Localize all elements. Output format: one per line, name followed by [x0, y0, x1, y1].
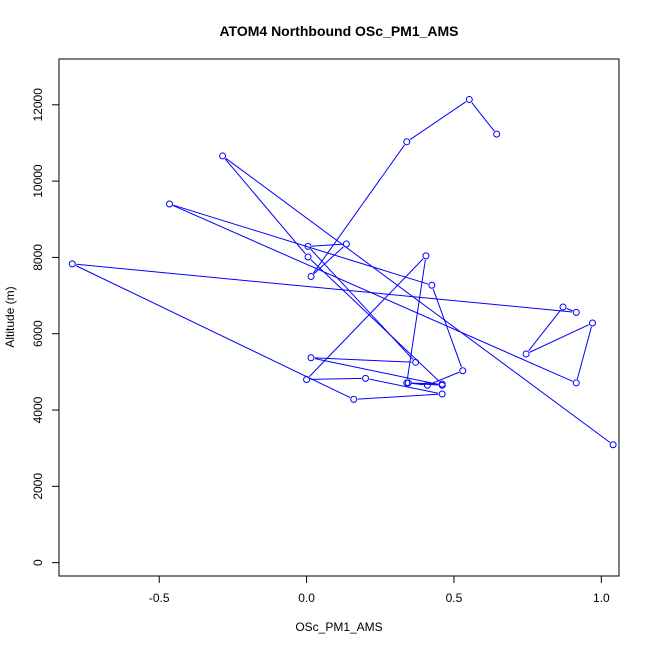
series-line-segment: [172, 205, 573, 382]
y-axis-label: Altitude (m): [3, 286, 17, 347]
x-tick-label: 1.0: [593, 591, 610, 605]
data-point: [412, 358, 420, 366]
series-line-segment: [406, 259, 426, 380]
series-line-segment: [369, 378, 439, 394]
data-point: [588, 319, 596, 327]
series-line-segment: [224, 158, 306, 255]
plot-frame: [58, 58, 620, 577]
series-line-segment: [430, 371, 460, 385]
data-point: [307, 354, 315, 362]
data-point: [572, 308, 580, 316]
data-point: [403, 138, 411, 146]
data-point: [219, 152, 227, 160]
series-line-segment: [314, 358, 439, 385]
series-line-segment: [409, 101, 467, 140]
data-point: [422, 252, 430, 260]
y-axis: 0 2000 4000 6000 8000 10000 12000: [31, 88, 59, 566]
series-line-segment: [576, 326, 592, 380]
data-point: [307, 272, 315, 280]
data-point: [438, 390, 446, 398]
x-axis: -0.5 0.0 0.5 1.0: [149, 576, 610, 605]
data-point: [459, 367, 467, 375]
series-line-segment: [529, 324, 590, 353]
data-point: [522, 350, 530, 358]
series-line-segment: [225, 157, 611, 443]
series-line-segment: [566, 308, 573, 312]
series-line-segment: [76, 263, 573, 313]
data-point: [559, 303, 567, 311]
series-line-segment: [314, 357, 412, 363]
data-point: [166, 200, 174, 208]
series-line-segment: [312, 243, 343, 247]
x-tick-label: -0.5: [149, 591, 170, 605]
series-line-segment: [308, 258, 424, 377]
y-tick-label: 6000: [31, 320, 45, 347]
data-point: [304, 253, 312, 261]
series-lines: [75, 101, 611, 443]
data-point: [493, 130, 501, 138]
series-line-segment: [312, 144, 405, 274]
data-point: [423, 381, 431, 389]
series-line-segment: [432, 288, 462, 368]
x-axis-label: OSc_PM1_AMS: [295, 620, 382, 634]
series-points: [68, 95, 617, 449]
data-point: [350, 395, 358, 403]
y-tick-label: 4000: [31, 396, 45, 423]
x-tick-label: 0.5: [446, 591, 463, 605]
data-point: [465, 95, 473, 103]
series-line-segment: [173, 204, 429, 285]
data-point: [362, 374, 370, 382]
series-line-segment: [357, 393, 439, 400]
series-line-segment: [310, 377, 362, 380]
data-point: [68, 260, 76, 268]
y-tick-label: 10000: [31, 164, 45, 198]
y-tick-label: 0: [31, 559, 45, 566]
data-point: [428, 281, 436, 289]
data-point: [303, 376, 311, 384]
chart-title: ATOM4 Northbound OSc_PM1_AMS: [219, 23, 458, 39]
data-point: [304, 242, 312, 250]
y-tick-label: 2000: [31, 473, 45, 500]
series-line-segment: [75, 265, 351, 399]
series-line-segment: [310, 248, 414, 360]
data-point: [342, 240, 350, 248]
series-line-segment: [412, 382, 424, 386]
series-line-segment: [528, 309, 561, 352]
data-point: [572, 379, 580, 387]
data-point: [609, 441, 617, 449]
x-tick-label: 0.0: [298, 591, 315, 605]
data-point: [438, 380, 446, 388]
data-point: [404, 379, 412, 387]
series-line-segment: [310, 259, 440, 382]
series-line-segment: [471, 102, 495, 132]
y-tick-label: 8000: [31, 244, 45, 271]
y-tick-label: 12000: [31, 88, 45, 122]
